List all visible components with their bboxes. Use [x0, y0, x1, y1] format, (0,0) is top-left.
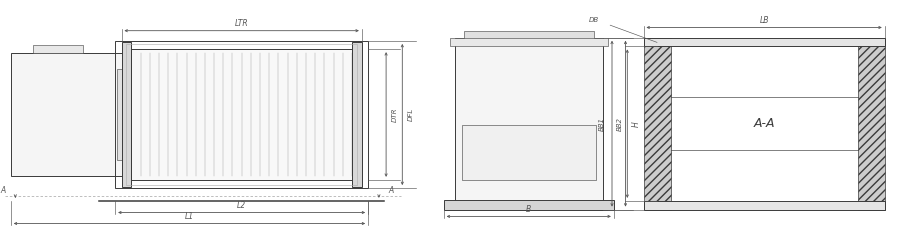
Circle shape	[570, 76, 580, 79]
Bar	[464, 31, 594, 40]
Bar	[33, 45, 83, 53]
Text: A: A	[389, 186, 394, 195]
Bar	[126, 44, 357, 185]
Bar	[131, 49, 352, 180]
Text: DB: DB	[589, 17, 599, 23]
Text: A-A: A-A	[753, 117, 775, 130]
Circle shape	[519, 75, 538, 80]
Circle shape	[504, 71, 554, 84]
Text: L1: L1	[184, 212, 194, 221]
Circle shape	[482, 140, 576, 164]
Circle shape	[546, 66, 557, 69]
Text: LB: LB	[760, 16, 769, 25]
Circle shape	[477, 76, 488, 79]
Text: DTR: DTR	[392, 107, 398, 122]
Bar	[462, 125, 596, 180]
Circle shape	[124, 135, 133, 137]
Bar	[122, 42, 131, 187]
Bar	[352, 42, 362, 187]
Text: H: H	[632, 121, 641, 127]
Bar	[454, 38, 603, 202]
Circle shape	[124, 98, 133, 101]
Text: BB1: BB1	[598, 117, 605, 131]
Bar	[117, 69, 133, 160]
Bar	[644, 201, 885, 210]
Circle shape	[124, 66, 133, 69]
Text: B: B	[526, 205, 531, 214]
Bar	[450, 38, 608, 46]
Circle shape	[546, 87, 557, 89]
Circle shape	[518, 150, 539, 155]
Circle shape	[124, 163, 133, 165]
Text: A: A	[0, 186, 5, 195]
Circle shape	[500, 66, 511, 69]
Bar	[11, 53, 128, 176]
Bar	[444, 200, 614, 210]
Circle shape	[504, 146, 554, 158]
Bar	[644, 38, 885, 46]
Text: BB2: BB2	[616, 117, 623, 131]
Circle shape	[500, 87, 511, 89]
Bar	[644, 38, 670, 210]
Bar	[115, 41, 368, 188]
Circle shape	[463, 61, 595, 95]
Text: DFL: DFL	[408, 108, 414, 121]
Text: LTR: LTR	[235, 19, 248, 28]
Bar	[858, 38, 885, 210]
Text: L2: L2	[237, 201, 247, 210]
